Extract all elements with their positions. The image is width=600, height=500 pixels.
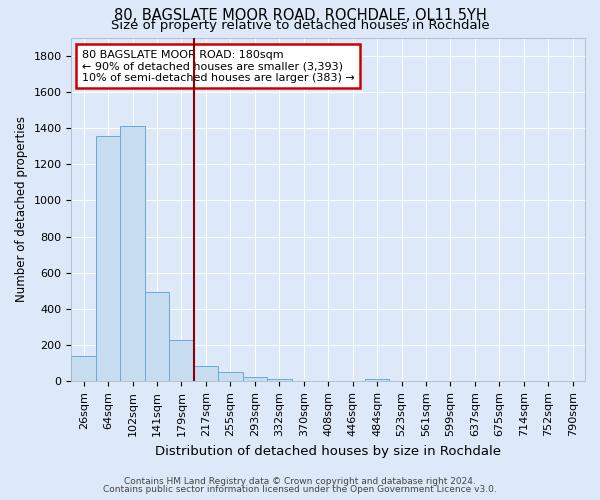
Bar — [218, 372, 242, 382]
Bar — [71, 356, 96, 382]
Bar — [145, 292, 169, 382]
Bar — [267, 379, 292, 382]
Bar — [194, 366, 218, 382]
Text: Contains HM Land Registry data © Crown copyright and database right 2024.: Contains HM Land Registry data © Crown c… — [124, 477, 476, 486]
Text: Contains public sector information licensed under the Open Government Licence v3: Contains public sector information licen… — [103, 485, 497, 494]
X-axis label: Distribution of detached houses by size in Rochdale: Distribution of detached houses by size … — [155, 444, 501, 458]
Bar — [96, 136, 121, 382]
Y-axis label: Number of detached properties: Number of detached properties — [15, 116, 28, 302]
Bar — [121, 126, 145, 382]
Bar — [169, 340, 194, 382]
Text: 80, BAGSLATE MOOR ROAD, ROCHDALE, OL11 5YH: 80, BAGSLATE MOOR ROAD, ROCHDALE, OL11 5… — [113, 8, 487, 23]
Text: 80 BAGSLATE MOOR ROAD: 180sqm
← 90% of detached houses are smaller (3,393)
10% o: 80 BAGSLATE MOOR ROAD: 180sqm ← 90% of d… — [82, 50, 355, 82]
Text: Size of property relative to detached houses in Rochdale: Size of property relative to detached ho… — [110, 18, 490, 32]
Bar — [365, 379, 389, 382]
Bar — [242, 377, 267, 382]
